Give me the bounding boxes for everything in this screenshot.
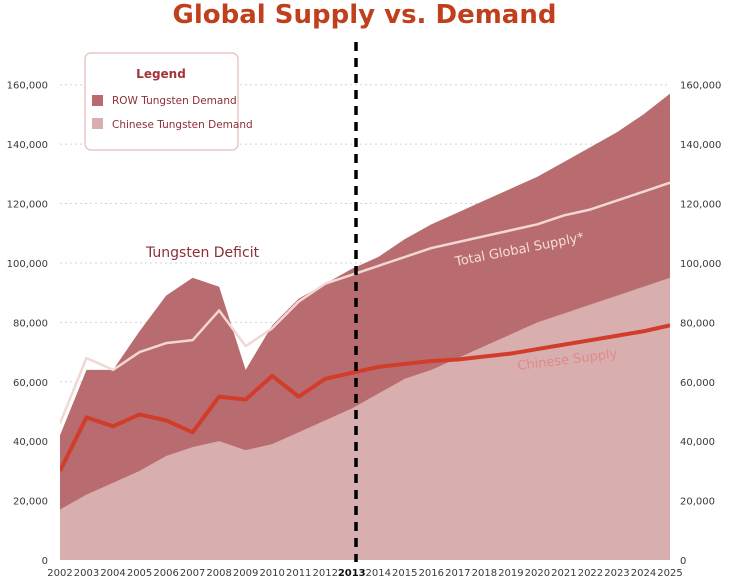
y-tick-label-right: 140,000 bbox=[680, 140, 721, 151]
legend-label-chinese: Chinese Tungsten Demand bbox=[112, 119, 253, 131]
x-tick-label: 2020 bbox=[525, 568, 550, 579]
x-tick-label: 2002 bbox=[47, 568, 72, 579]
x-tick-label: 2013 bbox=[338, 568, 366, 579]
legend: Legend ROW Tungsten Demand Chinese Tungs… bbox=[84, 52, 253, 151]
x-tick-label: 2015 bbox=[392, 568, 417, 579]
y-tick-label-right: 20,000 bbox=[680, 497, 715, 508]
x-tick-label: 2006 bbox=[153, 568, 178, 579]
y-tick-label-left: 140,000 bbox=[7, 140, 48, 151]
x-tick-label: 2003 bbox=[74, 568, 99, 579]
x-tick-label: 2014 bbox=[366, 568, 391, 579]
legend-swatch-row bbox=[92, 95, 103, 106]
line-total-global-supply bbox=[60, 181, 670, 424]
legend-swatch-chinese bbox=[92, 118, 103, 129]
y-tick-label-right: 160,000 bbox=[680, 81, 721, 92]
y-tick-label-left: 160,000 bbox=[7, 81, 48, 92]
legend-label-row: ROW Tungsten Demand bbox=[112, 95, 237, 107]
x-tick-label: 2017 bbox=[445, 568, 470, 579]
x-tick-label: 2008 bbox=[206, 568, 231, 579]
line-chinese-supply bbox=[60, 323, 670, 472]
legend-title: Legend bbox=[136, 67, 186, 81]
y-tick-label-right: 80,000 bbox=[680, 318, 715, 329]
x-tick-label: 2016 bbox=[419, 568, 444, 579]
y-tick-label-right: 40,000 bbox=[680, 437, 715, 448]
annotation-tungsten-deficit: Tungsten Deficit bbox=[145, 245, 260, 261]
x-tick-label: 2018 bbox=[472, 568, 497, 579]
y-tick-label-left: 60,000 bbox=[13, 378, 48, 389]
y-tick-label-right: 100,000 bbox=[680, 259, 721, 270]
x-tick-label: 2005 bbox=[127, 568, 152, 579]
x-tick-label: 2023 bbox=[604, 568, 629, 579]
y-tick-label-left: 120,000 bbox=[7, 200, 48, 211]
y-tick-label-right: 0 bbox=[680, 556, 686, 567]
x-tick-label: 2021 bbox=[551, 568, 576, 579]
x-tick-label: 2012 bbox=[312, 568, 337, 579]
y-tick-label-left: 0 bbox=[42, 556, 48, 567]
y-tick-label-left: 80,000 bbox=[13, 318, 48, 329]
legend-box bbox=[84, 52, 239, 151]
x-tick-label: 2024 bbox=[631, 568, 656, 579]
x-tick-label: 2022 bbox=[578, 568, 603, 579]
x-tick-label: 2011 bbox=[286, 568, 311, 579]
y-tick-label-right: 60,000 bbox=[680, 378, 715, 389]
x-tick-label: 2019 bbox=[498, 568, 523, 579]
x-tick-label: 2009 bbox=[233, 568, 258, 579]
area-chinese-tungsten-demand bbox=[60, 277, 670, 560]
y-tick-label-left: 40,000 bbox=[13, 437, 48, 448]
y-tick-label-right: 120,000 bbox=[680, 200, 721, 211]
y-tick-label-left: 20,000 bbox=[13, 497, 48, 508]
x-tick-label: 2010 bbox=[259, 568, 284, 579]
chart-title: Global Supply vs. Demand bbox=[172, 0, 557, 30]
x-tick-label: 2025 bbox=[657, 568, 682, 579]
x-tick-label: 2004 bbox=[100, 568, 125, 579]
x-tick-label: 2007 bbox=[180, 568, 205, 579]
y-tick-label-left: 100,000 bbox=[7, 259, 48, 270]
